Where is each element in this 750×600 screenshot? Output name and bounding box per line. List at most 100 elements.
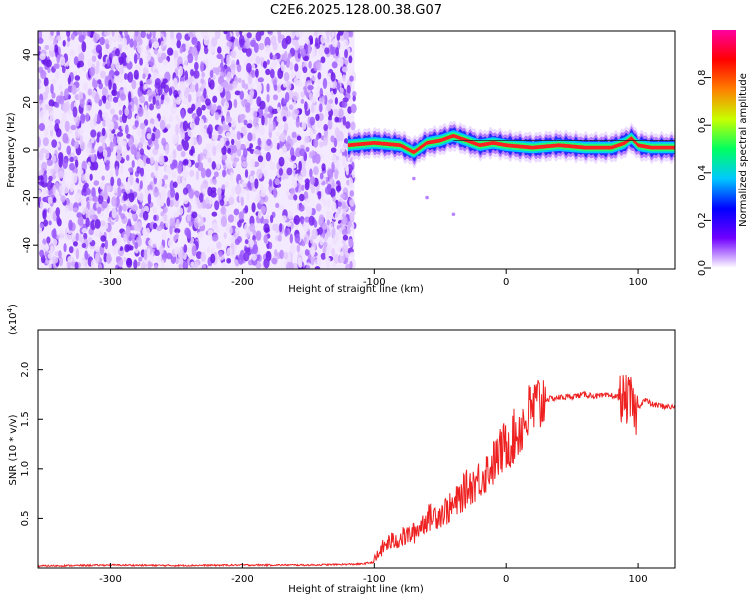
noise-speckle — [133, 53, 138, 64]
noise-speckle — [108, 79, 112, 91]
noise-speckle — [106, 253, 112, 264]
noise-speckle — [251, 202, 256, 213]
noise-speckle — [139, 95, 146, 104]
noise-speckle — [182, 260, 189, 269]
noise-speckle — [304, 135, 310, 144]
noise-speckle — [74, 261, 79, 269]
noise-speckle — [181, 176, 186, 184]
noise-speckle — [97, 195, 104, 205]
noise-speckle — [251, 133, 256, 142]
noise-speckle — [152, 72, 159, 78]
noise-speckle — [341, 201, 347, 210]
noise-speckle — [78, 168, 84, 176]
noise-speckle — [240, 196, 244, 207]
noise-speckle — [71, 172, 78, 184]
noise-speckle — [310, 255, 315, 266]
colorbar-gradient — [712, 30, 736, 268]
noise-speckle — [59, 153, 64, 164]
noise-speckle — [336, 82, 341, 91]
noise-speckle — [212, 234, 219, 242]
noise-speckle — [52, 184, 57, 196]
noise-speckle — [350, 103, 357, 114]
x-tick-label: 100 — [629, 574, 648, 585]
noise-speckle — [188, 189, 194, 199]
noise-speckle — [252, 110, 258, 119]
noise-speckle — [294, 63, 299, 72]
noise-speckle — [178, 263, 182, 269]
noise-speckle — [111, 89, 118, 97]
noise-speckle — [111, 207, 117, 219]
noise-speckle — [69, 162, 75, 171]
noise-speckle — [225, 90, 231, 102]
noise-speckle — [258, 124, 266, 136]
noise-speckle — [317, 191, 322, 200]
noise-speckle — [87, 88, 93, 96]
noise-speckle — [233, 208, 240, 216]
noise-speckle — [99, 36, 105, 46]
noise-speckle — [342, 74, 346, 82]
noise-speckle — [326, 198, 331, 209]
noise-speckle — [231, 185, 236, 195]
snr-y-axis-title: SNR (10 * v/v) — [8, 414, 19, 485]
noise-speckle — [166, 123, 171, 130]
noise-speckle — [341, 155, 347, 164]
noise-speckle — [305, 265, 311, 269]
noise-speckle — [91, 55, 97, 63]
noise-speckle — [160, 52, 167, 60]
noise-speckle — [169, 224, 173, 235]
noise-speckle — [297, 52, 301, 59]
noise-speckle — [278, 204, 285, 211]
noise-speckle — [39, 81, 44, 89]
noise-speckle — [139, 122, 146, 130]
noise-speckle — [195, 170, 200, 181]
noise-speckle — [330, 72, 336, 82]
noise-speckle — [113, 184, 118, 194]
noise-speckle — [148, 103, 155, 111]
noise-speckle — [124, 124, 129, 135]
noise-speckle — [266, 93, 270, 103]
snr-x-ticks: -300 -200 -100 0 100 — [99, 563, 648, 585]
noise-speckle — [116, 177, 122, 187]
noise-speckle — [194, 61, 199, 71]
noise-speckle — [326, 219, 330, 226]
noise-speckle — [191, 211, 198, 219]
noise-speckle — [299, 144, 305, 150]
noise-speckle — [199, 127, 204, 133]
noise-speckle — [247, 180, 251, 189]
noise-speckle — [140, 261, 146, 269]
noise-speckle — [154, 249, 161, 257]
noise-speckle — [349, 190, 355, 197]
noise-speckle — [160, 81, 166, 89]
noise-speckle — [101, 127, 106, 137]
noise-speckle — [206, 127, 211, 135]
noise-speckle — [250, 158, 256, 169]
noise-speckle — [94, 246, 100, 253]
noise-speckle — [46, 159, 54, 167]
noise-speckle — [145, 157, 151, 165]
noise-speckle — [180, 150, 186, 158]
noise-speckle — [257, 137, 262, 146]
noise-speckle — [124, 244, 130, 253]
noise-speckle — [206, 151, 212, 160]
noise-speckle — [126, 154, 130, 161]
noise-speckle — [304, 101, 308, 111]
noise-speckle — [223, 31, 228, 35]
noise-speckle — [48, 206, 54, 217]
noise-speckle — [133, 182, 139, 194]
noise-speckle — [175, 115, 180, 121]
noise-speckle — [194, 115, 201, 126]
noise-speckle — [57, 170, 65, 179]
noise-speckle — [250, 170, 256, 176]
noise-speckle — [152, 96, 156, 106]
noise-speckle — [200, 78, 205, 85]
noise-speckle — [233, 215, 240, 223]
x-tick-label: -200 — [231, 574, 254, 585]
noise-speckle — [314, 153, 321, 165]
noise-speckle — [153, 187, 160, 198]
noise-speckle — [69, 181, 75, 193]
noise-speckle — [237, 253, 244, 265]
noise-speckle — [62, 40, 66, 47]
noise-speckle — [264, 36, 271, 48]
noise-speckle — [209, 69, 214, 79]
noise-speckle — [217, 125, 223, 135]
